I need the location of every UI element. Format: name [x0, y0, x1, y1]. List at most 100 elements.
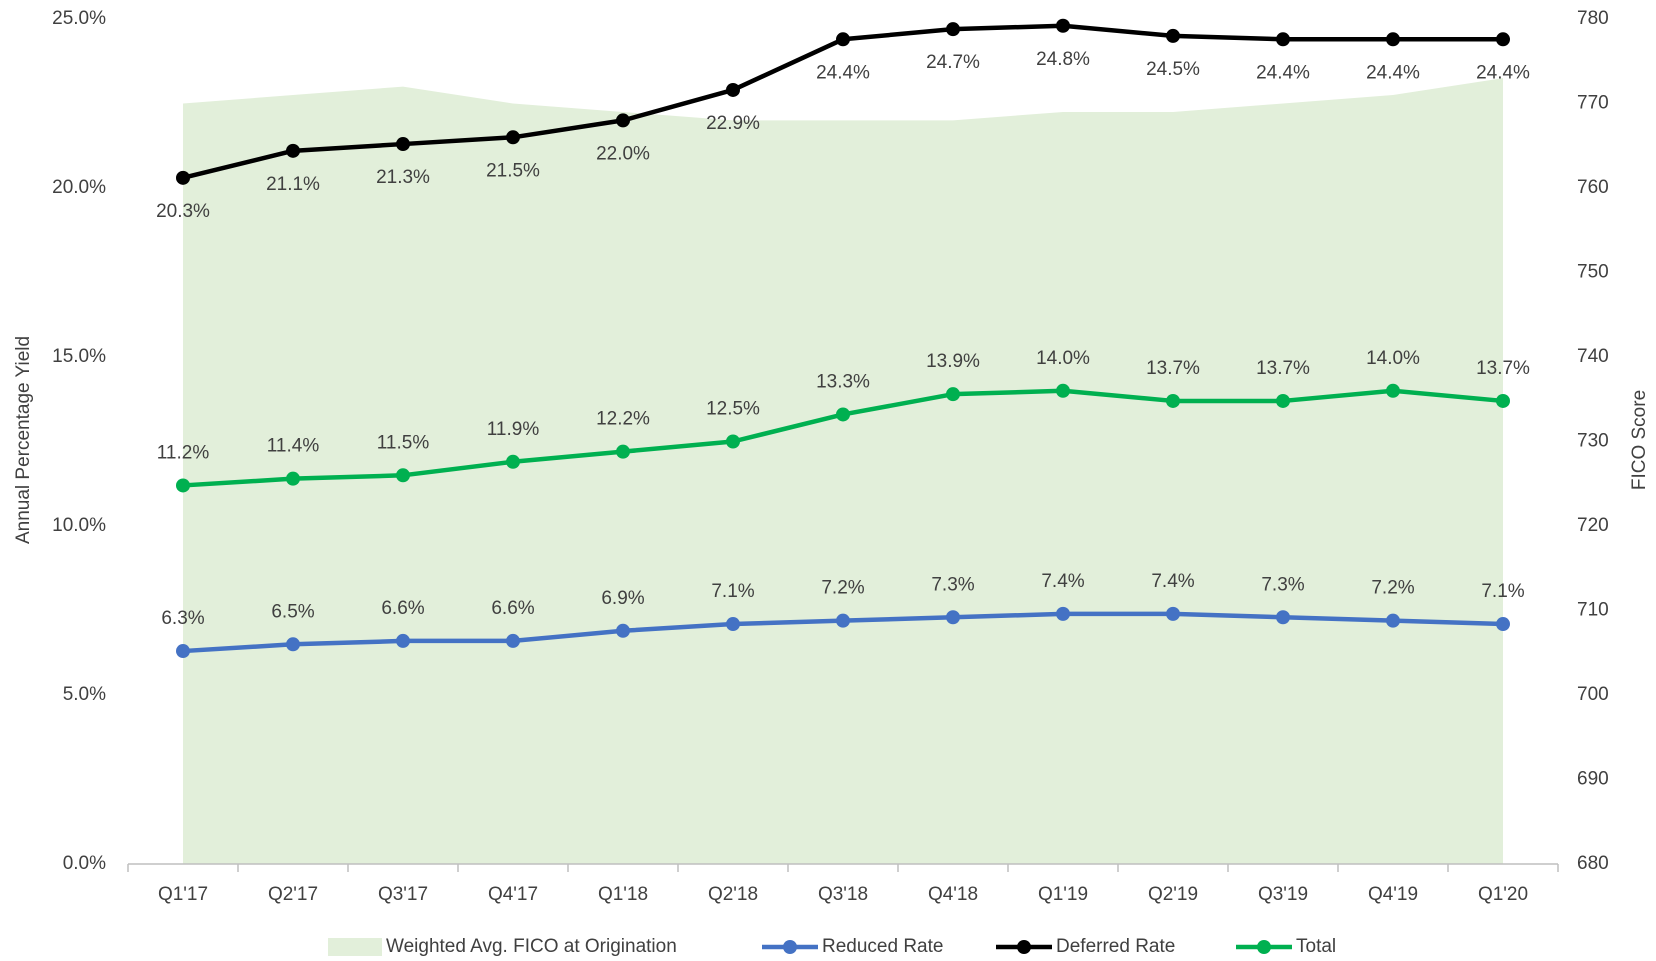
- series-marker: [396, 633, 410, 648]
- y2-tick-label: 760: [1577, 177, 1609, 198]
- x-tick-label: Q3'18: [818, 884, 868, 905]
- data-label: 11.4%: [267, 436, 320, 457]
- data-label: 24.8%: [1036, 49, 1090, 70]
- series-marker: [1386, 613, 1400, 628]
- x-tick-label: Q1'18: [598, 884, 648, 905]
- data-label: 6.3%: [161, 608, 204, 629]
- y2-tick-label: 740: [1577, 346, 1609, 367]
- series-marker: [1056, 383, 1070, 398]
- data-label: 24.7%: [926, 52, 980, 73]
- y2-tick-label: 720: [1577, 515, 1609, 536]
- data-label: 6.6%: [381, 598, 424, 619]
- series-marker: [506, 454, 520, 469]
- data-label: 11.2%: [157, 442, 210, 463]
- legend-swatch: [1257, 940, 1271, 954]
- x-tick-label: Q2'18: [708, 884, 758, 905]
- series-marker: [616, 444, 630, 459]
- data-label: 7.3%: [1261, 574, 1304, 595]
- data-label: 20.3%: [156, 201, 210, 222]
- series-marker: [946, 610, 960, 625]
- data-label: 24.5%: [1146, 59, 1200, 80]
- series-marker: [1496, 617, 1510, 632]
- x-tick-label: Q1'19: [1038, 884, 1088, 905]
- series-marker: [836, 613, 850, 628]
- data-label: 7.1%: [1481, 581, 1524, 602]
- x-tick-label: Q2'17: [268, 884, 318, 905]
- data-label: 12.2%: [596, 409, 650, 430]
- data-label: 13.3%: [816, 371, 870, 392]
- data-label: 14.0%: [1036, 348, 1090, 369]
- series-marker: [286, 471, 300, 486]
- series-marker: [1166, 393, 1180, 408]
- data-label: 13.7%: [1476, 358, 1530, 379]
- data-label: 24.4%: [816, 62, 870, 83]
- data-label: 14.0%: [1366, 348, 1420, 369]
- data-label: 6.9%: [601, 588, 644, 609]
- data-label: 7.2%: [1371, 578, 1414, 599]
- series-marker: [946, 387, 960, 402]
- series-marker: [1276, 393, 1290, 408]
- series-marker: [1276, 32, 1290, 47]
- y2-tick-label: 730: [1577, 431, 1609, 452]
- data-label: 24.4%: [1366, 62, 1420, 83]
- data-label: 11.5%: [377, 432, 430, 453]
- x-tick-label: Q3'17: [378, 884, 428, 905]
- series-marker: [726, 82, 740, 97]
- series-marker: [506, 633, 520, 648]
- x-tick-label: Q4'18: [928, 884, 978, 905]
- x-tick-label: Q4'19: [1368, 884, 1418, 905]
- series-marker: [1496, 393, 1510, 408]
- data-label: 22.9%: [706, 113, 760, 134]
- y-tick-label: 20.0%: [52, 177, 106, 198]
- series-marker: [176, 644, 190, 659]
- data-label: 24.4%: [1476, 62, 1530, 83]
- series-marker: [1166, 28, 1180, 43]
- y-tick-label: 15.0%: [52, 346, 106, 367]
- legend-swatch: [1017, 940, 1031, 954]
- series-marker: [286, 143, 300, 158]
- legend-label: Reduced Rate: [822, 936, 943, 957]
- series-marker: [176, 478, 190, 493]
- x-tick-label: Q3'19: [1258, 884, 1308, 905]
- series-marker: [946, 22, 960, 37]
- legend-label: Deferred Rate: [1056, 936, 1175, 957]
- y-tick-label: 5.0%: [63, 684, 106, 705]
- data-label: 11.9%: [487, 419, 540, 440]
- y-tick-label: 0.0%: [63, 853, 106, 874]
- y2-tick-label: 710: [1577, 600, 1609, 621]
- series-marker: [726, 434, 740, 449]
- series-marker: [1386, 383, 1400, 398]
- series-marker: [1056, 606, 1070, 621]
- y-tick-label: 25.0%: [52, 8, 106, 29]
- series-marker: [176, 170, 190, 185]
- legend-label: Weighted Avg. FICO at Origination: [386, 936, 677, 957]
- data-label: 21.5%: [486, 160, 540, 181]
- series-marker: [616, 623, 630, 638]
- series-marker: [1496, 32, 1510, 47]
- series-marker: [616, 113, 630, 128]
- y2-axis-title: FICO Score: [1629, 390, 1650, 490]
- legend-label: Total: [1296, 936, 1336, 957]
- data-label: 7.2%: [821, 578, 864, 599]
- data-label: 13.9%: [926, 351, 980, 372]
- data-label: 6.6%: [491, 598, 534, 619]
- fico-area: [183, 78, 1503, 864]
- data-label: 7.4%: [1041, 571, 1084, 592]
- data-label: 22.0%: [596, 143, 650, 164]
- series-marker: [1276, 610, 1290, 625]
- data-label: 13.7%: [1256, 358, 1310, 379]
- y-axis-title: Annual Percentage Yield: [13, 336, 34, 544]
- y2-tick-label: 770: [1577, 93, 1609, 114]
- series-marker: [506, 130, 520, 145]
- legend-swatch: [328, 938, 382, 956]
- series-marker: [1056, 18, 1070, 33]
- x-tick-label: Q1'20: [1478, 884, 1528, 905]
- series-marker: [1166, 606, 1180, 621]
- y2-tick-label: 750: [1577, 262, 1609, 283]
- data-label: 7.1%: [711, 581, 754, 602]
- series-marker: [1386, 32, 1400, 47]
- data-label: 13.7%: [1146, 358, 1200, 379]
- y2-tick-label: 700: [1577, 684, 1609, 705]
- x-tick-label: Q4'17: [488, 884, 538, 905]
